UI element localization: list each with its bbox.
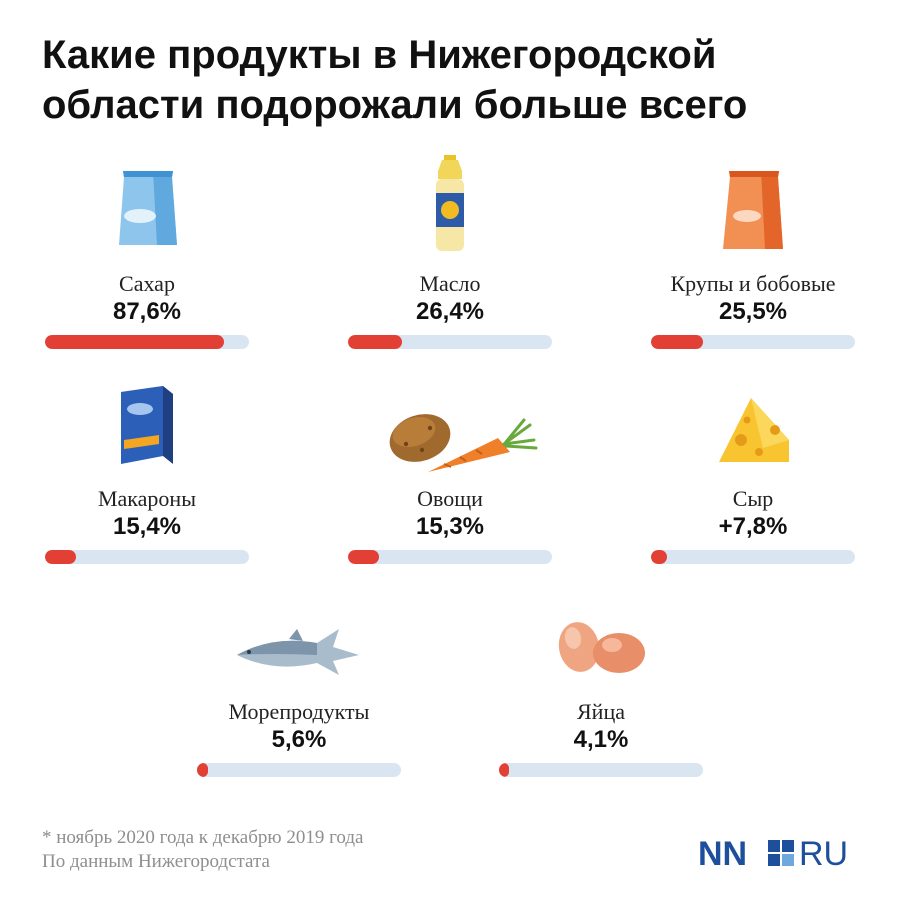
bar-track <box>651 335 855 349</box>
bar-track <box>45 335 249 349</box>
logo-square <box>782 854 794 866</box>
bar-track <box>45 550 249 564</box>
title-line-1: Какие продукты в Нижегородской <box>42 33 717 77</box>
bar-track <box>197 763 401 777</box>
footnote-source: По данным Нижегородстата <box>42 851 270 872</box>
value-label: 15,3% <box>415 513 485 540</box>
logo-square <box>782 840 794 852</box>
item-cheese: Сыр +7,8% <box>651 370 855 590</box>
sugar-bag-icon <box>45 155 249 270</box>
value-label: 15,4% <box>112 513 182 540</box>
logo-text-nn: NN <box>698 835 747 870</box>
value-label: 87,6% <box>112 298 182 325</box>
item-sugar: Сахар 87,6% <box>45 155 249 375</box>
logo-text-ru: RU <box>799 835 848 870</box>
bar-fill <box>651 335 704 349</box>
category-label: Макароны <box>97 486 196 511</box>
category-label: Сахар <box>119 271 175 296</box>
category-label: Овощи <box>417 486 483 511</box>
value-label: 4,1% <box>573 726 629 753</box>
logo-square <box>768 854 780 866</box>
item-grain: Крупы и бобовые 25,5% <box>651 155 855 375</box>
bar-fill <box>651 550 667 564</box>
item-seafood: Морепродукты 5,6% <box>197 583 401 803</box>
item-oil: Масло 26,4% <box>348 155 552 375</box>
vegetables-icon <box>348 370 552 485</box>
logo-square <box>768 840 780 852</box>
footnote-period: * ноябрь 2020 года к декабрю 2019 года <box>42 827 364 848</box>
bar-track <box>348 335 552 349</box>
category-label: Крупы и бобовые <box>670 271 836 296</box>
value-label: 25,5% <box>718 298 788 325</box>
item-vegetables: Овощи 15,3% <box>348 370 552 590</box>
value-label: 5,6% <box>271 726 327 753</box>
bar-fill <box>499 763 510 777</box>
title-line-2: области подорожали больше всего <box>42 83 748 127</box>
cheese-icon <box>651 370 855 485</box>
category-label: Яйца <box>577 699 625 724</box>
category-label: Сыр <box>732 486 774 511</box>
bar-fill <box>45 550 77 564</box>
footnote: * ноябрь 2020 года к декабрю 2019 года П… <box>42 826 363 874</box>
value-label: 26,4% <box>415 298 485 325</box>
bar-track <box>651 550 855 564</box>
bar-fill <box>197 763 209 777</box>
bar-fill <box>348 335 402 349</box>
bar-fill <box>45 335 224 349</box>
item-pasta: Макароны 15,4% <box>45 370 249 590</box>
bar-track <box>499 763 703 777</box>
page-title: Какие продукты в Нижегородской области п… <box>42 30 862 130</box>
fish-icon <box>197 583 401 698</box>
bar-track <box>348 550 552 564</box>
category-label: Масло <box>419 271 481 296</box>
pasta-box-icon <box>45 370 249 485</box>
item-eggs: Яйца 4,1% <box>499 583 703 803</box>
nn-ru-logo: NN RU <box>698 835 848 870</box>
grain-bag-icon <box>651 155 855 270</box>
oil-bottle-icon <box>348 155 552 270</box>
eggs-icon <box>499 583 703 698</box>
bar-fill <box>348 550 380 564</box>
value-label: +7,8% <box>718 513 788 540</box>
category-label: Морепродукты <box>228 699 370 724</box>
